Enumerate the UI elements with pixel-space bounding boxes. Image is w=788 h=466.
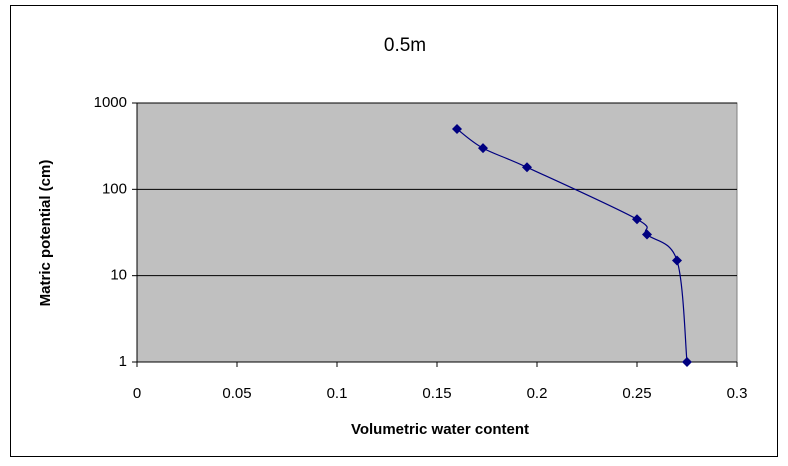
x-tick-label: 0 <box>133 385 141 402</box>
data-point <box>682 357 692 367</box>
y-tick-label: 10 <box>110 267 127 284</box>
x-tick-label: 0.25 <box>622 385 651 402</box>
x-tick-label: 0.3 <box>727 385 748 402</box>
x-tick-label: 0.2 <box>527 385 548 402</box>
x-axis-label: Volumetric water content <box>351 421 529 438</box>
data-point <box>452 123 462 134</box>
data-point <box>672 255 682 266</box>
plot-area <box>136 102 738 363</box>
data-point <box>478 143 488 154</box>
data-point <box>642 229 652 240</box>
y-tick-label: 1000 <box>94 94 127 111</box>
y-axis-label: Matric potential (cm) <box>37 160 54 307</box>
plot-background <box>136 102 738 363</box>
chart-title: 0.5m <box>384 35 426 56</box>
y-tick-label: 100 <box>102 180 127 197</box>
y-tick-label: 1 <box>119 353 127 370</box>
x-tick-label: 0.05 <box>222 385 251 402</box>
x-tick-label: 0.1 <box>327 385 348 402</box>
x-tick-label: 0.15 <box>422 385 451 402</box>
data-point <box>522 162 532 173</box>
data-point <box>632 214 642 225</box>
